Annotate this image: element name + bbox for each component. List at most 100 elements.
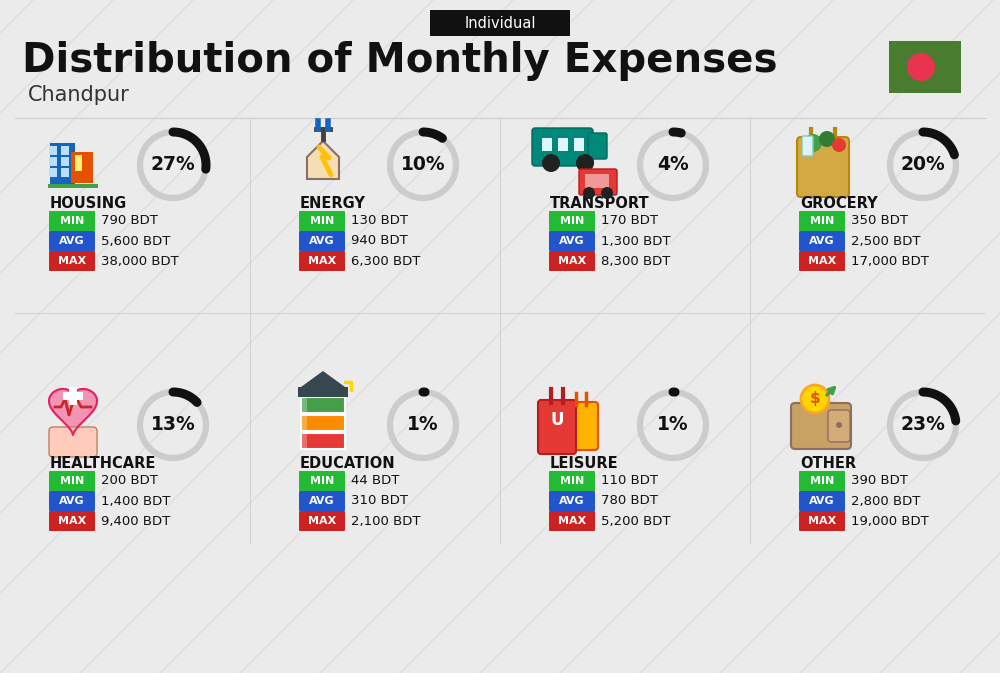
FancyBboxPatch shape bbox=[75, 163, 82, 171]
FancyBboxPatch shape bbox=[49, 211, 95, 231]
Text: MIN: MIN bbox=[810, 216, 834, 226]
FancyBboxPatch shape bbox=[558, 138, 568, 151]
FancyBboxPatch shape bbox=[828, 410, 850, 442]
Text: $: $ bbox=[810, 392, 820, 406]
Text: 2,100 BDT: 2,100 BDT bbox=[351, 514, 420, 528]
FancyBboxPatch shape bbox=[49, 146, 57, 155]
Text: MAX: MAX bbox=[558, 516, 586, 526]
Text: EDUCATION: EDUCATION bbox=[300, 456, 396, 470]
Circle shape bbox=[583, 187, 595, 199]
FancyBboxPatch shape bbox=[799, 231, 845, 251]
Text: 2,500 BDT: 2,500 BDT bbox=[851, 234, 920, 248]
FancyBboxPatch shape bbox=[49, 491, 95, 511]
FancyBboxPatch shape bbox=[71, 152, 93, 182]
Text: 10%: 10% bbox=[401, 155, 445, 174]
Text: MAX: MAX bbox=[808, 256, 836, 266]
FancyBboxPatch shape bbox=[299, 511, 345, 531]
Text: 2,800 BDT: 2,800 BDT bbox=[851, 495, 920, 507]
Text: MIN: MIN bbox=[560, 476, 584, 486]
FancyBboxPatch shape bbox=[301, 397, 307, 413]
Circle shape bbox=[804, 134, 822, 152]
FancyBboxPatch shape bbox=[299, 471, 345, 491]
FancyBboxPatch shape bbox=[579, 169, 617, 195]
FancyBboxPatch shape bbox=[799, 491, 845, 511]
Text: U: U bbox=[550, 411, 564, 429]
FancyBboxPatch shape bbox=[301, 433, 307, 449]
Text: 8,300 BDT: 8,300 BDT bbox=[601, 254, 670, 267]
Text: OTHER: OTHER bbox=[800, 456, 856, 470]
FancyBboxPatch shape bbox=[49, 168, 57, 177]
Circle shape bbox=[832, 138, 846, 152]
Text: MIN: MIN bbox=[60, 216, 84, 226]
FancyBboxPatch shape bbox=[61, 168, 69, 177]
Polygon shape bbox=[49, 389, 97, 435]
Text: 940 BDT: 940 BDT bbox=[351, 234, 408, 248]
FancyBboxPatch shape bbox=[48, 184, 98, 188]
FancyBboxPatch shape bbox=[61, 157, 69, 166]
Text: 20%: 20% bbox=[901, 155, 945, 174]
Circle shape bbox=[601, 187, 613, 199]
Text: 6,300 BDT: 6,300 BDT bbox=[351, 254, 420, 267]
Text: 780 BDT: 780 BDT bbox=[601, 495, 658, 507]
Text: AVG: AVG bbox=[309, 236, 335, 246]
FancyBboxPatch shape bbox=[61, 146, 69, 155]
Polygon shape bbox=[307, 141, 339, 179]
Text: MAX: MAX bbox=[58, 256, 86, 266]
Polygon shape bbox=[301, 371, 345, 387]
Text: MAX: MAX bbox=[558, 256, 586, 266]
Text: 130 BDT: 130 BDT bbox=[351, 215, 408, 227]
FancyBboxPatch shape bbox=[299, 491, 345, 511]
Text: 200 BDT: 200 BDT bbox=[101, 474, 158, 487]
Circle shape bbox=[907, 53, 935, 81]
Text: 1%: 1% bbox=[657, 415, 689, 435]
Text: 27%: 27% bbox=[151, 155, 195, 174]
Text: 310 BDT: 310 BDT bbox=[351, 495, 408, 507]
FancyBboxPatch shape bbox=[49, 427, 97, 457]
Text: 1%: 1% bbox=[407, 415, 439, 435]
FancyBboxPatch shape bbox=[69, 387, 77, 405]
Circle shape bbox=[836, 422, 842, 428]
FancyBboxPatch shape bbox=[797, 137, 849, 197]
Text: 5,200 BDT: 5,200 BDT bbox=[601, 514, 670, 528]
Text: AVG: AVG bbox=[809, 496, 835, 506]
Circle shape bbox=[542, 154, 560, 172]
Text: 4%: 4% bbox=[657, 155, 689, 174]
FancyBboxPatch shape bbox=[542, 138, 552, 151]
FancyBboxPatch shape bbox=[301, 415, 345, 431]
Text: MIN: MIN bbox=[310, 216, 334, 226]
FancyBboxPatch shape bbox=[799, 251, 845, 271]
FancyBboxPatch shape bbox=[549, 211, 595, 231]
Text: 38,000 BDT: 38,000 BDT bbox=[101, 254, 179, 267]
FancyBboxPatch shape bbox=[299, 211, 345, 231]
Text: Chandpur: Chandpur bbox=[28, 85, 130, 105]
Text: AVG: AVG bbox=[59, 236, 85, 246]
Text: AVG: AVG bbox=[559, 496, 585, 506]
Text: 44 BDT: 44 BDT bbox=[351, 474, 399, 487]
Text: ENERGY: ENERGY bbox=[300, 195, 366, 211]
Text: MAX: MAX bbox=[308, 256, 336, 266]
Text: MIN: MIN bbox=[810, 476, 834, 486]
FancyBboxPatch shape bbox=[538, 400, 576, 454]
FancyBboxPatch shape bbox=[889, 41, 961, 93]
FancyBboxPatch shape bbox=[549, 491, 595, 511]
Text: LEISURE: LEISURE bbox=[550, 456, 619, 470]
Text: 1,300 BDT: 1,300 BDT bbox=[601, 234, 670, 248]
FancyBboxPatch shape bbox=[588, 133, 607, 159]
FancyBboxPatch shape bbox=[299, 231, 345, 251]
Text: 350 BDT: 350 BDT bbox=[851, 215, 908, 227]
FancyBboxPatch shape bbox=[791, 403, 851, 449]
Text: AVG: AVG bbox=[809, 236, 835, 246]
Text: 23%: 23% bbox=[901, 415, 945, 435]
FancyBboxPatch shape bbox=[50, 143, 75, 187]
Circle shape bbox=[819, 131, 835, 147]
FancyBboxPatch shape bbox=[49, 157, 57, 166]
FancyBboxPatch shape bbox=[299, 251, 345, 271]
FancyBboxPatch shape bbox=[802, 136, 813, 156]
FancyBboxPatch shape bbox=[549, 511, 595, 531]
Text: MIN: MIN bbox=[310, 476, 334, 486]
Text: AVG: AVG bbox=[309, 496, 335, 506]
Text: AVG: AVG bbox=[559, 236, 585, 246]
Text: TRANSPORT: TRANSPORT bbox=[550, 195, 650, 211]
Text: 110 BDT: 110 BDT bbox=[601, 474, 658, 487]
FancyBboxPatch shape bbox=[49, 251, 95, 271]
